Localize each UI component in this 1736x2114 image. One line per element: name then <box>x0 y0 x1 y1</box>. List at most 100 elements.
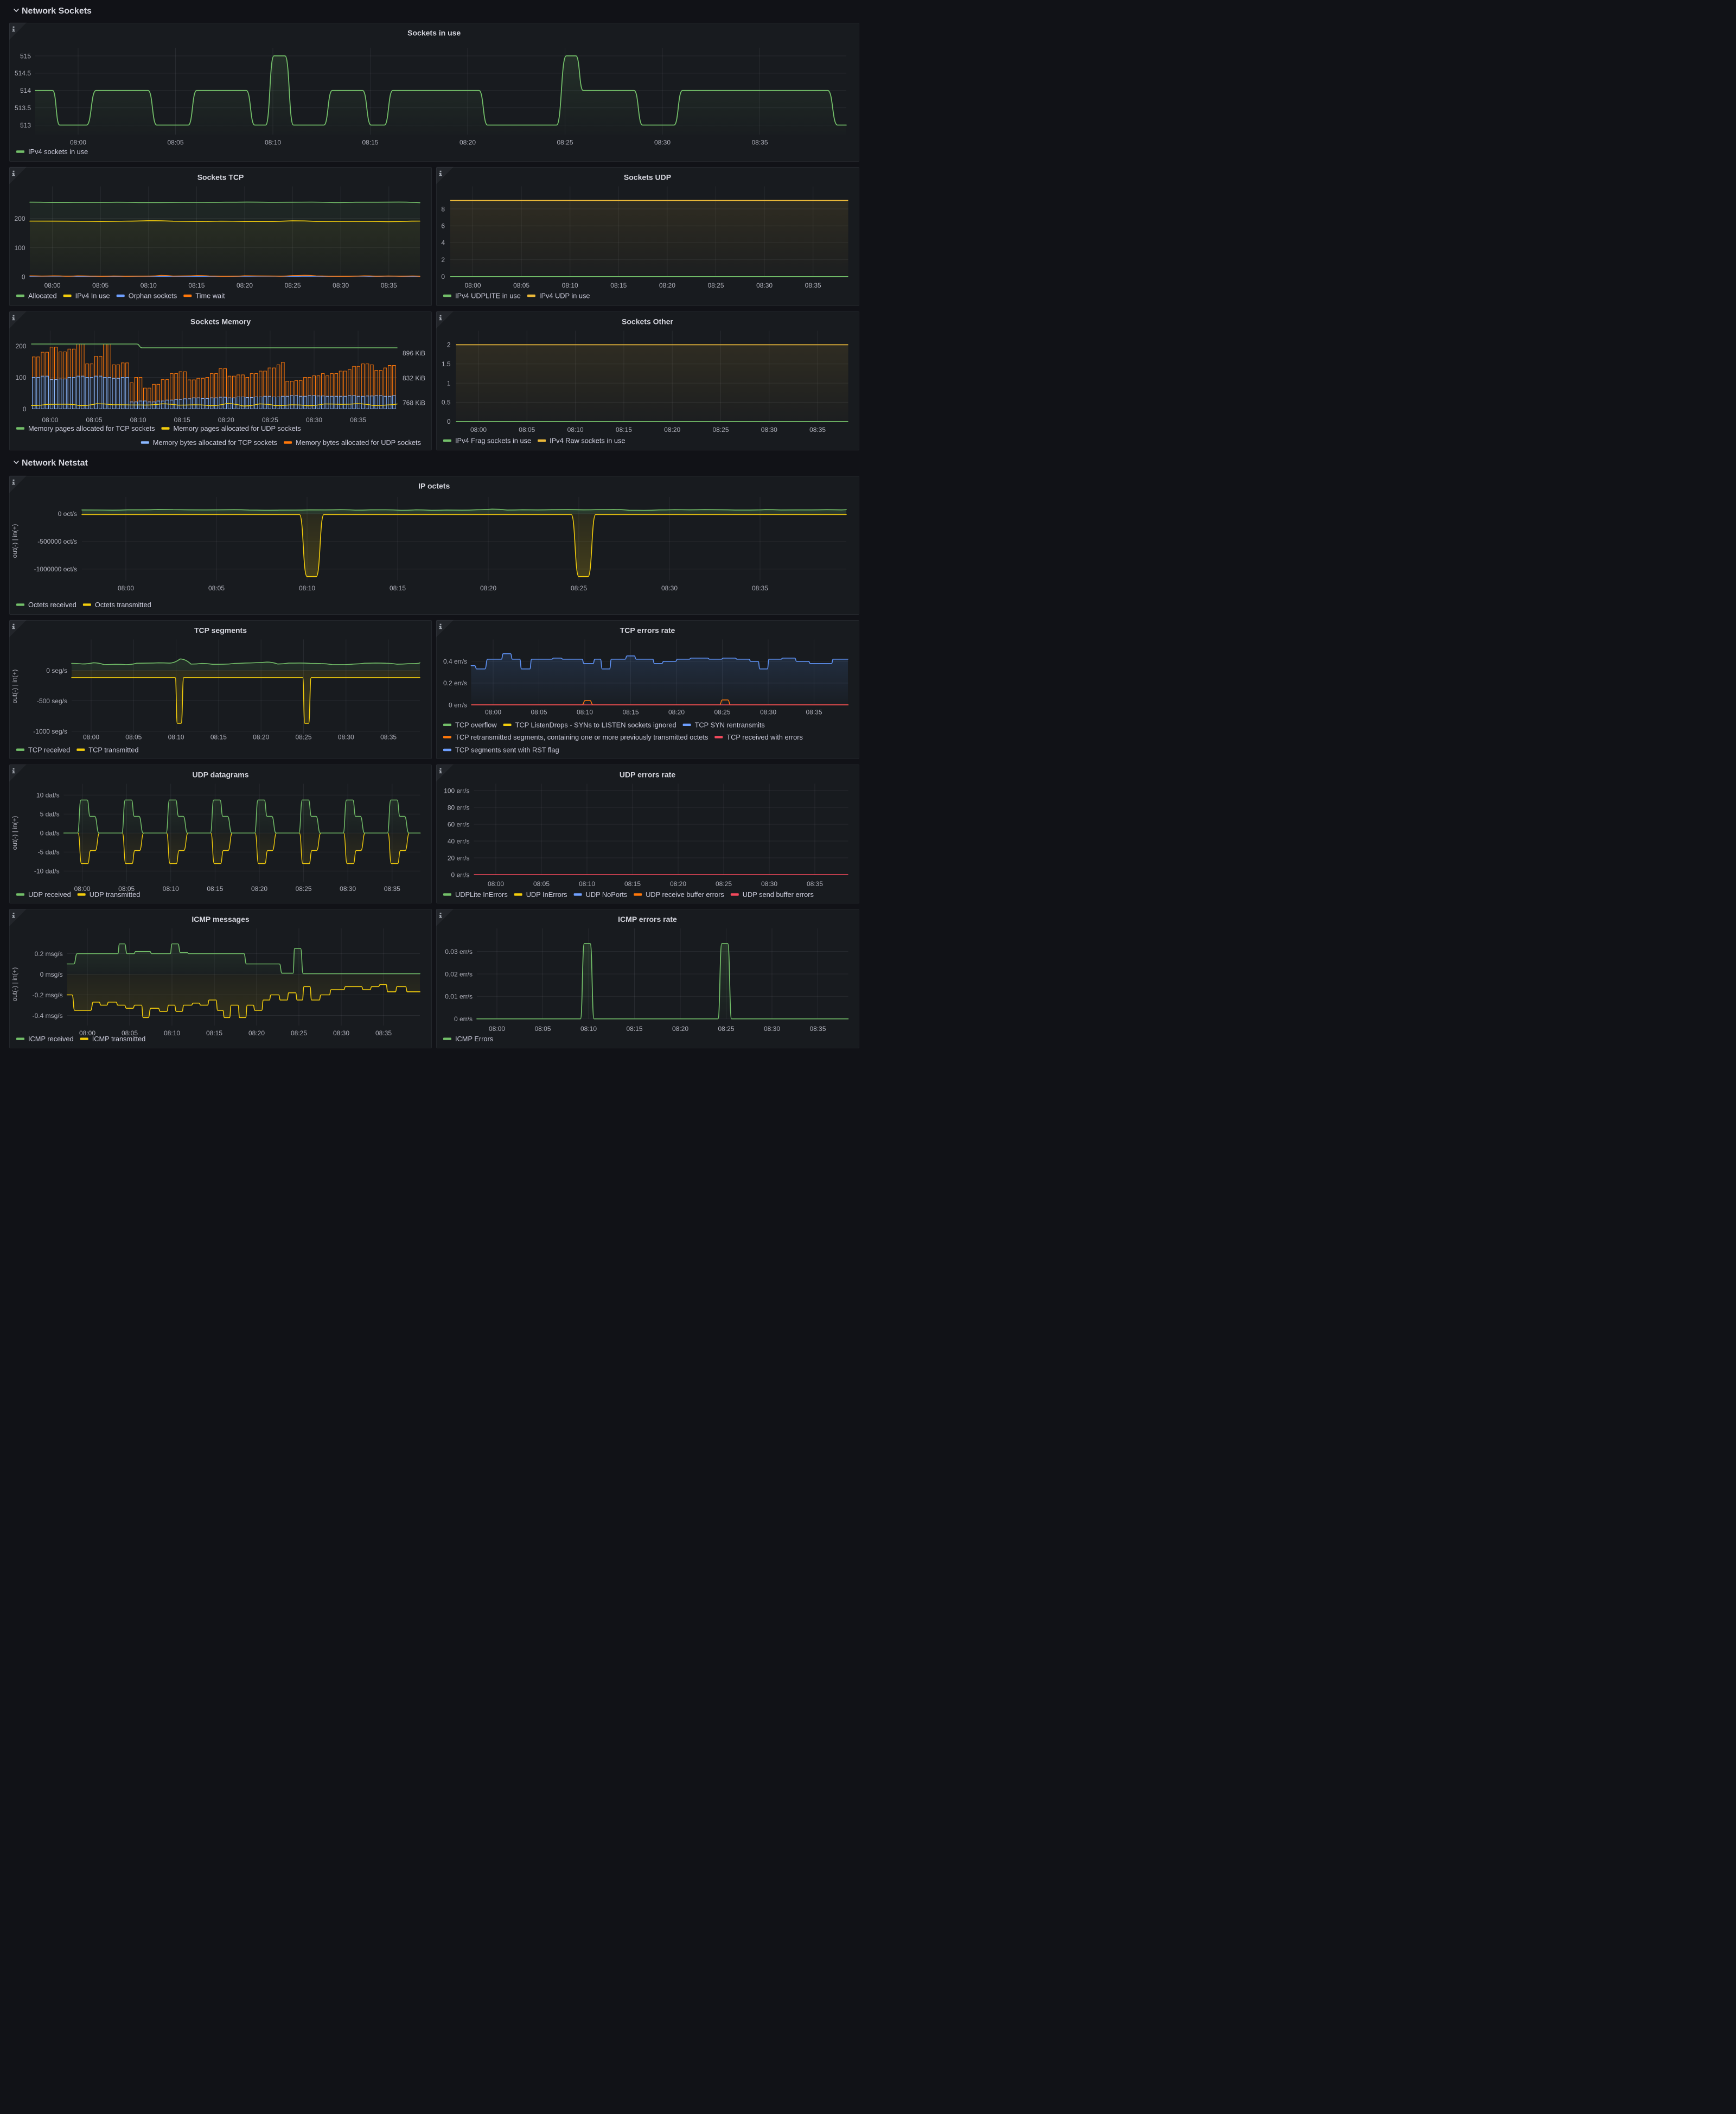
svg-text:UDP NoPorts: UDP NoPorts <box>586 890 628 899</box>
svg-text:08:20: 08:20 <box>659 282 675 289</box>
svg-text:08:35: 08:35 <box>381 282 397 289</box>
svg-text:IPv4 Raw sockets in use: IPv4 Raw sockets in use <box>550 437 625 445</box>
svg-text:08:25: 08:25 <box>714 708 730 716</box>
svg-text:0.4 err/s: 0.4 err/s <box>443 658 467 665</box>
svg-text:Memory pages allocated for TCP: Memory pages allocated for TCP sockets <box>28 424 155 432</box>
svg-text:08:30: 08:30 <box>333 282 349 289</box>
svg-text:-5 dat/s: -5 dat/s <box>38 849 60 856</box>
svg-text:IPv4 UDPLITE in use: IPv4 UDPLITE in use <box>455 292 521 300</box>
svg-text:08:20: 08:20 <box>670 880 686 888</box>
svg-text:08:25: 08:25 <box>712 426 729 434</box>
svg-text:08:00: 08:00 <box>118 584 134 592</box>
svg-text:08:05: 08:05 <box>531 708 547 716</box>
svg-text:TCP segments sent with RST fla: TCP segments sent with RST flag <box>455 746 559 754</box>
svg-text:08:20: 08:20 <box>237 282 253 289</box>
svg-text:08:10: 08:10 <box>567 426 584 434</box>
svg-text:08:35: 08:35 <box>806 708 822 716</box>
svg-text:08:25: 08:25 <box>716 880 732 888</box>
svg-text:0 seg/s: 0 seg/s <box>46 667 67 674</box>
svg-text:0: 0 <box>22 273 25 281</box>
svg-text:08:10: 08:10 <box>580 1025 597 1033</box>
svg-text:08:35: 08:35 <box>380 734 397 741</box>
svg-text:08:30: 08:30 <box>661 584 678 592</box>
svg-text:TCP received with errors: TCP received with errors <box>726 733 803 741</box>
svg-text:IP octets: IP octets <box>418 481 450 490</box>
svg-text:08:05: 08:05 <box>118 885 135 893</box>
svg-text:896 KiB: 896 KiB <box>403 349 425 357</box>
svg-text:-1000000 oct/s: -1000000 oct/s <box>34 565 77 573</box>
svg-text:UDP send buffer errors: UDP send buffer errors <box>743 890 814 899</box>
svg-text:100 err/s: 100 err/s <box>444 787 469 794</box>
svg-text:UDP received: UDP received <box>28 890 71 899</box>
svg-text:UDP transmitted: UDP transmitted <box>90 890 141 899</box>
svg-text:UDP receive buffer errors: UDP receive buffer errors <box>646 890 724 899</box>
svg-text:80 err/s: 80 err/s <box>448 804 470 811</box>
svg-text:514.5: 514.5 <box>15 69 31 77</box>
svg-text:08:35: 08:35 <box>384 885 400 893</box>
svg-text:08:20: 08:20 <box>459 139 476 147</box>
svg-text:08:00: 08:00 <box>79 1029 95 1037</box>
svg-text:832 KiB: 832 KiB <box>403 374 425 382</box>
svg-text:08:00: 08:00 <box>464 282 481 289</box>
svg-text:Allocated: Allocated <box>28 292 57 300</box>
svg-text:08:00: 08:00 <box>74 885 91 893</box>
svg-text:08:10: 08:10 <box>299 584 315 592</box>
svg-text:2: 2 <box>447 341 451 349</box>
svg-text:0 dat/s: 0 dat/s <box>40 830 60 837</box>
svg-text:08:10: 08:10 <box>562 282 578 289</box>
svg-text:TCP errors rate: TCP errors rate <box>620 626 675 634</box>
svg-text:08:30: 08:30 <box>761 426 777 434</box>
svg-text:out(-) | in(+): out(-) | in(+) <box>11 967 18 1002</box>
svg-text:0.03 err/s: 0.03 err/s <box>445 948 473 956</box>
svg-text:08:10: 08:10 <box>168 734 184 741</box>
svg-text:08:25: 08:25 <box>291 1029 307 1037</box>
svg-text:TCP segments: TCP segments <box>194 626 247 634</box>
svg-text:08:00: 08:00 <box>489 1025 505 1033</box>
svg-text:IPv4 In use: IPv4 In use <box>75 292 110 300</box>
svg-text:768 KiB: 768 KiB <box>403 399 425 407</box>
svg-text:ICMP errors rate: ICMP errors rate <box>618 915 677 924</box>
svg-text:08:30: 08:30 <box>654 139 671 147</box>
svg-text:1: 1 <box>447 379 451 387</box>
svg-text:08:25: 08:25 <box>571 584 587 592</box>
svg-text:Time wait: Time wait <box>195 292 225 300</box>
svg-text:08:05: 08:05 <box>86 416 102 424</box>
svg-text:08:10: 08:10 <box>164 1029 180 1037</box>
svg-text:Orphan sockets: Orphan sockets <box>129 292 177 300</box>
svg-text:08:25: 08:25 <box>262 416 278 424</box>
svg-text:08:05: 08:05 <box>519 426 535 434</box>
svg-text:Network Sockets: Network Sockets <box>22 7 92 16</box>
svg-text:TCP ListenDrops - SYNs to LIST: TCP ListenDrops - SYNs to LISTEN sockets… <box>515 721 676 729</box>
svg-text:10 dat/s: 10 dat/s <box>36 792 60 799</box>
svg-text:UDPLite InErrors: UDPLite InErrors <box>455 890 508 899</box>
svg-text:08:25: 08:25 <box>707 282 724 289</box>
svg-text:0.5: 0.5 <box>442 399 451 406</box>
svg-text:08:05: 08:05 <box>125 734 142 741</box>
svg-text:TCP SYN rentransmits: TCP SYN rentransmits <box>695 721 765 729</box>
svg-text:60 err/s: 60 err/s <box>448 820 470 828</box>
svg-text:08:30: 08:30 <box>761 880 777 888</box>
svg-text:08:35: 08:35 <box>751 139 768 147</box>
svg-text:0 err/s: 0 err/s <box>449 701 467 709</box>
svg-text:513: 513 <box>20 122 31 129</box>
svg-text:08:00: 08:00 <box>70 139 86 147</box>
svg-text:-500 seg/s: -500 seg/s <box>37 697 67 705</box>
svg-text:Sockets Memory: Sockets Memory <box>190 317 251 326</box>
svg-text:08:15: 08:15 <box>188 282 205 289</box>
svg-text:08:30: 08:30 <box>756 282 773 289</box>
svg-text:08:00: 08:00 <box>44 282 61 289</box>
svg-text:Sockets Other: Sockets Other <box>622 317 673 326</box>
svg-text:08:00: 08:00 <box>83 734 99 741</box>
svg-text:0.02 err/s: 0.02 err/s <box>445 970 473 978</box>
svg-text:08:35: 08:35 <box>350 416 366 424</box>
svg-text:0 err/s: 0 err/s <box>451 871 469 878</box>
svg-text:08:10: 08:10 <box>130 416 146 424</box>
svg-text:Sockets TCP: Sockets TCP <box>197 173 244 181</box>
svg-text:08:15: 08:15 <box>174 416 190 424</box>
svg-text:ICMP Errors: ICMP Errors <box>455 1035 493 1043</box>
svg-text:08:15: 08:15 <box>610 282 627 289</box>
svg-text:08:05: 08:05 <box>92 282 108 289</box>
svg-text:40 err/s: 40 err/s <box>448 837 470 845</box>
svg-text:0 msg/s: 0 msg/s <box>40 971 63 978</box>
svg-text:08:20: 08:20 <box>218 416 234 424</box>
